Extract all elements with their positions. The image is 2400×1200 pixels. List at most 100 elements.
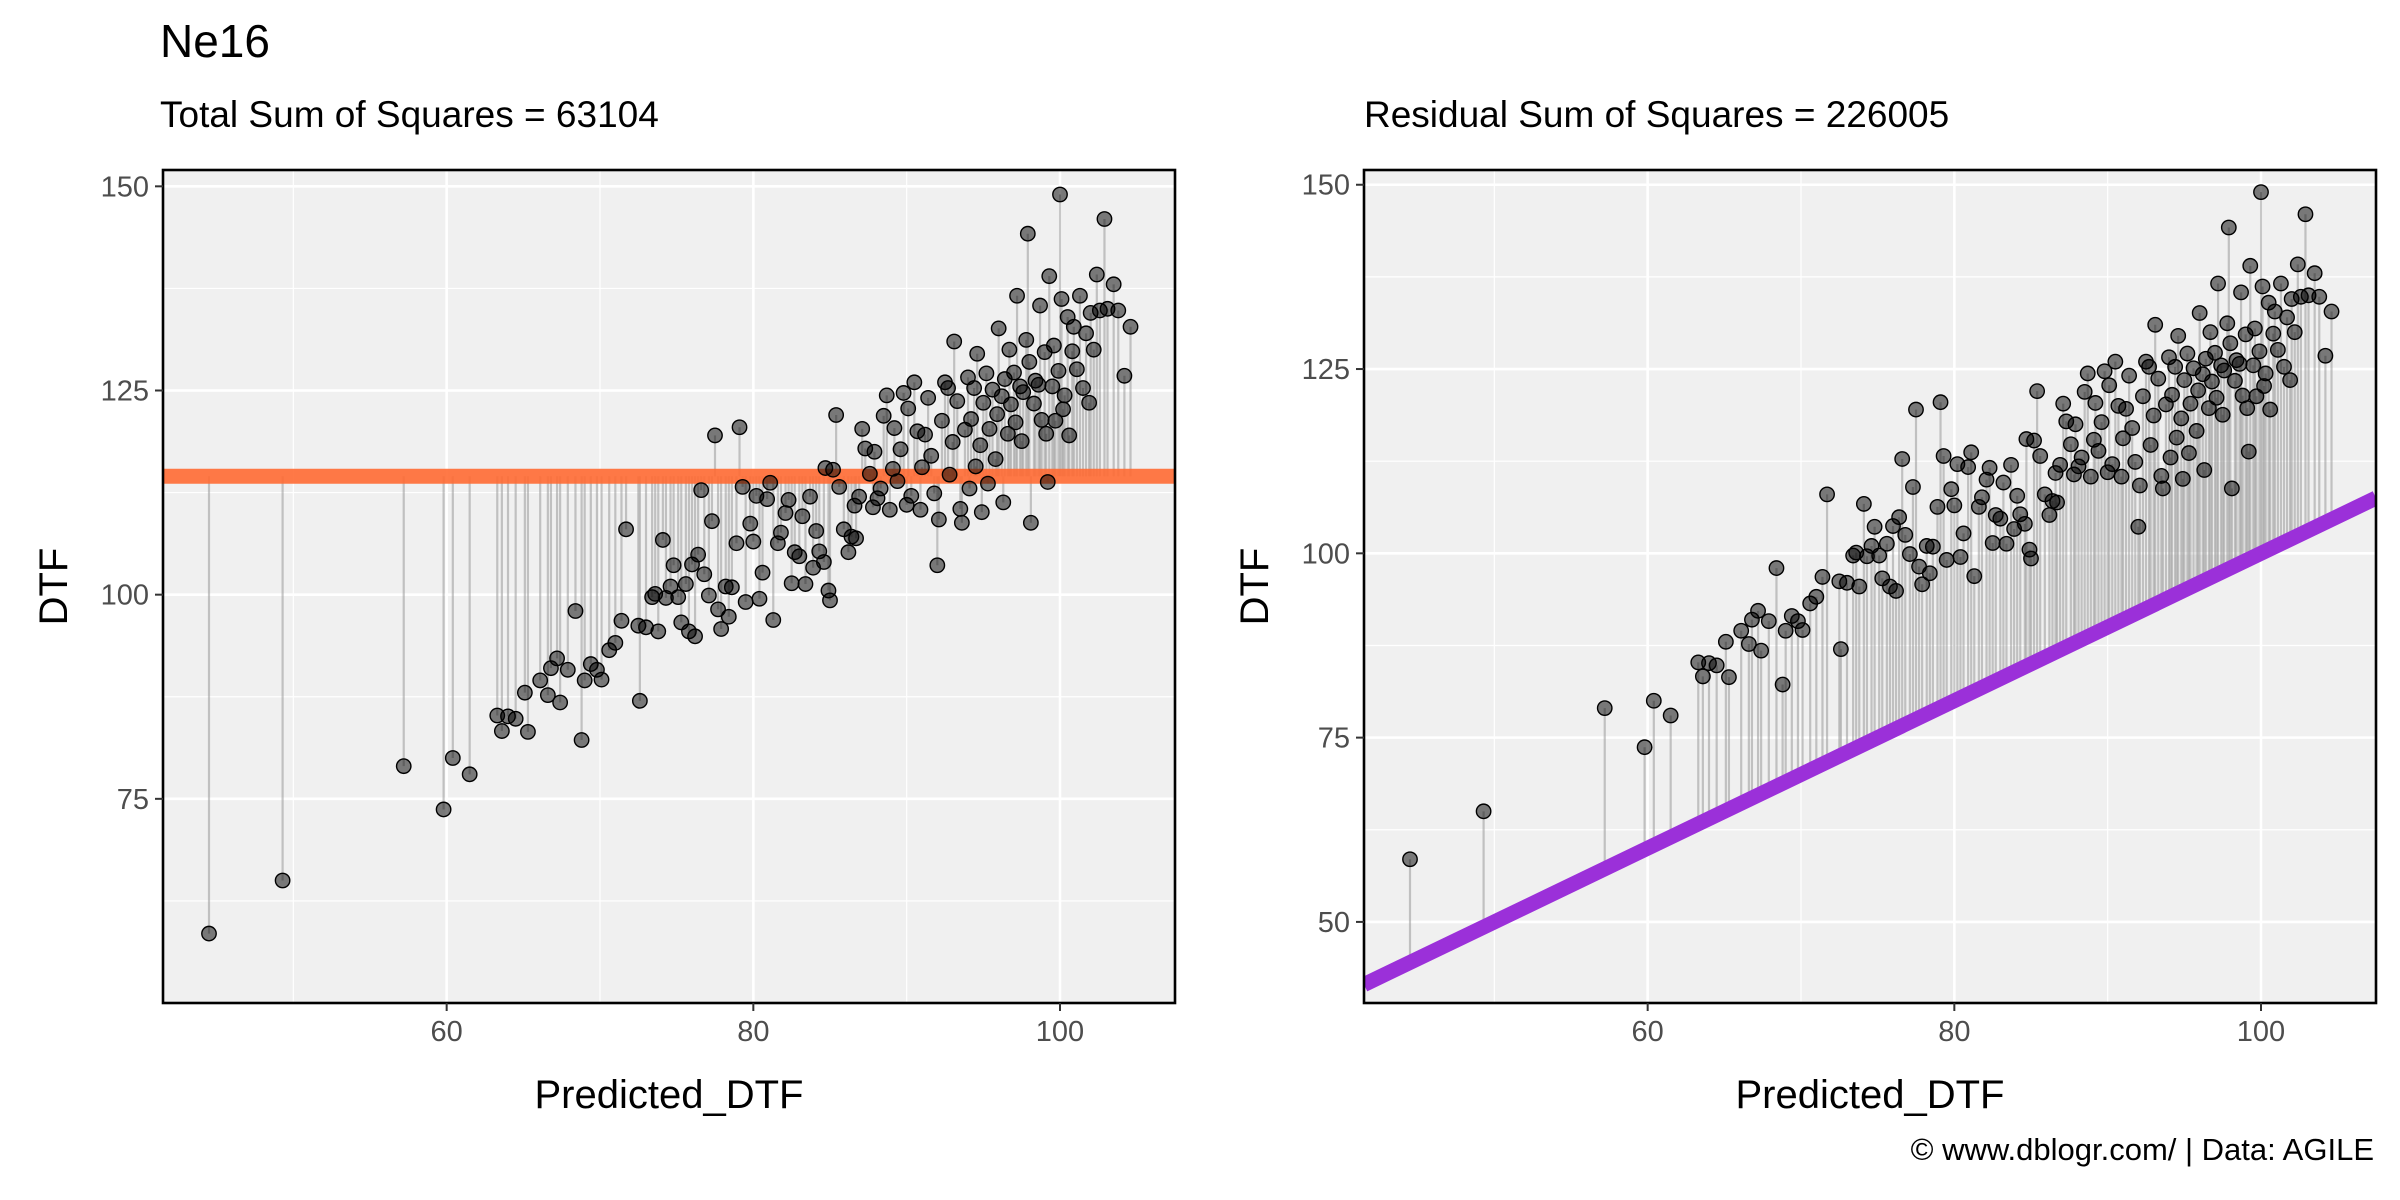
right-panel-border [1362, 168, 2378, 1005]
left-data-point [917, 426, 933, 443]
left-data-point [700, 587, 717, 604]
source-caption: © www.dblogr.com/ | Data: AGILE [1910, 1132, 2374, 1167]
right-data-point [2009, 487, 2026, 504]
right-data-point [2253, 184, 2269, 201]
right-x-tick-label: 100 [2237, 1016, 2285, 1048]
right-data-point [1866, 518, 1883, 535]
left-data-point [944, 434, 961, 450]
right-data-point [2073, 449, 2090, 466]
right-data-point [2240, 443, 2257, 460]
left-data-point [670, 589, 687, 606]
left-data-point [777, 505, 794, 521]
right-data-point [1717, 633, 1734, 650]
left-data-point [1032, 297, 1048, 314]
right-data-point [2220, 219, 2237, 236]
right-x-axis-title: Predicted_DTF [1736, 1073, 2005, 1117]
right-data-point [1808, 588, 1825, 605]
right-data-point [2121, 367, 2138, 384]
left-data-point [1078, 325, 1094, 342]
left-data-point [1021, 354, 1038, 370]
left-y-axis-title: DTF [32, 548, 76, 626]
right-data-point [2182, 395, 2199, 412]
right-data-point [1768, 560, 1785, 576]
left-data-point [549, 650, 565, 667]
right-data-point [1966, 568, 1983, 585]
right-data-point [1908, 401, 1924, 418]
right-data-point [2191, 305, 2208, 321]
right-data-point [2289, 256, 2306, 273]
left-data-point [914, 459, 930, 476]
right-data-point [2245, 357, 2262, 374]
left-data-point [900, 400, 917, 417]
left-data-point [840, 544, 857, 561]
right-data-point [1708, 657, 1725, 674]
right-data-point [1740, 636, 1757, 652]
right-data-point [2113, 468, 2130, 485]
left-data-point [889, 473, 906, 490]
right-data-point [2135, 388, 2151, 405]
left-panel-border [161, 168, 1177, 1005]
left-data-point [923, 447, 940, 464]
right-data-point [2227, 372, 2243, 389]
right-data-point [2265, 325, 2282, 342]
page-title: Ne16 [160, 15, 270, 67]
right-data-point [1794, 622, 1811, 638]
left-data-point [875, 407, 892, 424]
left-data-point [940, 380, 956, 396]
left-data-point [866, 443, 883, 460]
right-plot-area [1364, 184, 2376, 992]
right-data-point [1851, 578, 1868, 595]
right-data-point [2147, 316, 2164, 333]
left-data-point [1105, 276, 1122, 293]
right-data-point [1897, 526, 1914, 543]
left-data-point [881, 501, 898, 518]
left-data-point [762, 474, 779, 491]
right-data-point [1888, 583, 1904, 599]
right-data-point [2210, 275, 2226, 292]
right-data-point [1636, 739, 1653, 756]
right-data-point [2173, 410, 2190, 427]
right-data-point [2174, 470, 2191, 487]
left-data-point [854, 420, 871, 437]
left-data-point [650, 623, 667, 640]
left-data-point [822, 592, 838, 609]
left-panel: 60 80 100 75 100 125 150 Predicted_DTF DTF [32, 168, 1177, 1117]
right-data-point [2231, 355, 2248, 372]
right-data-point [1475, 803, 1492, 820]
right-data-point [2222, 335, 2239, 352]
left-data-point [815, 554, 832, 570]
right-data-point [2067, 416, 2084, 433]
left-data-point [912, 501, 929, 518]
left-data-point [952, 501, 969, 517]
left-data-point [1081, 394, 1098, 411]
left-data-point [831, 478, 848, 495]
right-data-point [2082, 468, 2099, 485]
left-data-point [1052, 186, 1068, 203]
left-data-point [754, 564, 771, 581]
left-data-point [969, 345, 986, 362]
left-data-point [507, 710, 524, 727]
left-data-point [696, 566, 713, 583]
right-data-point [1992, 510, 2009, 527]
right-data-point [2297, 206, 2314, 223]
right-data-point [1832, 641, 1849, 658]
left-data-point [861, 465, 878, 482]
right-data-point [2154, 480, 2171, 497]
left-data-point [1019, 225, 1036, 242]
right-data-point [1921, 565, 1938, 582]
right-data-point [1760, 613, 1777, 630]
right-panel-subtitle: Residual Sum of Squares = 226005 [1364, 94, 1950, 135]
right-data-point [2150, 370, 2167, 387]
left-data-point [567, 603, 584, 619]
left-data-point [435, 801, 452, 818]
right-data-point [1955, 525, 1972, 542]
left-data-point [1056, 387, 1073, 404]
right-data-point [2016, 515, 2033, 532]
right-y-axis-title: DTF [1233, 548, 1277, 626]
right-data-point [2130, 518, 2147, 535]
right-data-point [1995, 474, 2012, 491]
right-x-tick-label: 60 [1632, 1016, 1664, 1048]
left-data-point [737, 594, 754, 610]
left-data-point [926, 485, 943, 502]
right-data-point [1871, 547, 1888, 564]
